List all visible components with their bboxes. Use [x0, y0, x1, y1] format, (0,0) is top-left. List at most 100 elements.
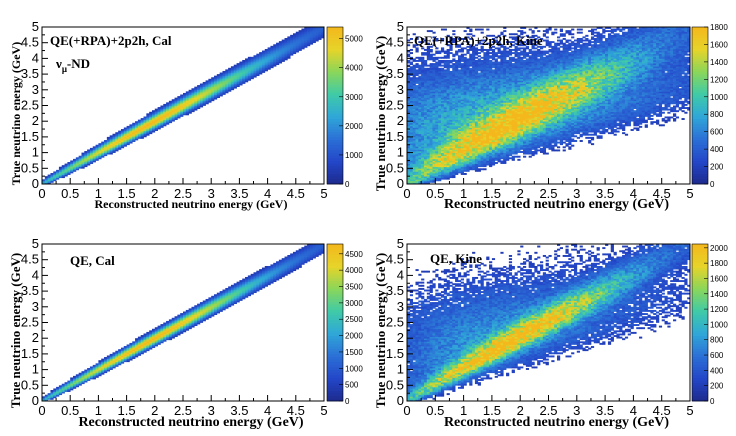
heatmap-cell [528, 64, 532, 67]
heatmap-cell [149, 113, 153, 116]
heatmap-cell [500, 147, 504, 150]
heatmap-cell [233, 77, 237, 80]
heatmap-cell [435, 92, 439, 95]
heatmap-cell [531, 143, 535, 146]
heatmap-cell [463, 157, 467, 160]
heatmap-cell [534, 72, 538, 75]
heatmap-cell [415, 96, 419, 98]
heatmap-cell [486, 42, 490, 45]
heatmap-cell [443, 105, 447, 108]
heatmap-cell [494, 92, 498, 95]
heatmap-cell [455, 86, 459, 89]
heatmap-cell [466, 136, 470, 139]
heatmap-cell [455, 59, 459, 62]
heatmap-cell [415, 124, 419, 127]
heatmap-cell [500, 56, 504, 59]
heatmap-cell [457, 86, 462, 89]
heatmap-cell [525, 53, 530, 56]
heatmap-cell [528, 83, 532, 86]
heatmap-cell [525, 147, 530, 150]
heatmap-cell [123, 136, 127, 139]
heatmap-cell [315, 31, 319, 34]
heatmap-cell [525, 125, 530, 128]
heatmap-cell [506, 55, 510, 58]
heatmap-cell [446, 129, 450, 131]
heatmap-cell [211, 97, 215, 100]
heatmap-cell [511, 127, 515, 130]
heatmap-cell [426, 47, 430, 50]
heatmap-cell [415, 78, 419, 81]
heatmap-cell [525, 105, 530, 108]
heatmap-cell [438, 179, 442, 182]
heatmap-cell [208, 92, 212, 95]
heatmap-cell [528, 116, 532, 119]
heatmap-cell [486, 125, 490, 128]
heatmap-cell [474, 47, 479, 50]
heatmap-cell [421, 41, 425, 44]
heatmap-cell [477, 141, 481, 144]
heatmap-cell [146, 130, 150, 133]
heatmap-cell [290, 41, 294, 44]
heatmap-cell [78, 155, 82, 158]
heatmap-cell [469, 118, 473, 120]
heatmap-cell [284, 50, 288, 53]
heatmap-cell [407, 107, 411, 109]
heatmap-cell [528, 67, 532, 70]
heatmap-cell [489, 118, 493, 120]
heatmap-cell [457, 162, 462, 164]
heatmap-cell [429, 130, 433, 133]
heatmap-cell [500, 103, 504, 106]
heatmap-cell [287, 52, 291, 55]
heatmap-cell [438, 158, 442, 161]
heatmap-cell [407, 140, 411, 142]
heatmap-cell [455, 75, 459, 78]
heatmap-cell [491, 37, 496, 40]
heatmap-cell [520, 88, 524, 91]
heatmap-cell [180, 97, 184, 100]
heatmap-cell [520, 119, 524, 122]
heatmap-cell [457, 143, 462, 146]
heatmap-cell [412, 67, 416, 70]
heatmap-cell [480, 158, 484, 161]
heatmap-cell [423, 72, 428, 75]
heatmap-cell [520, 132, 524, 135]
heatmap-cell [438, 75, 442, 78]
heatmap-cell [171, 99, 175, 102]
heatmap-cell [284, 37, 288, 40]
heatmap-cell [309, 34, 314, 37]
heatmap-cell [438, 143, 442, 146]
heatmap-cell [412, 157, 416, 160]
colorbar-step [327, 55, 343, 59]
heatmap-cell [438, 92, 442, 95]
heatmap-cell [477, 132, 481, 135]
heatmap-cell [480, 100, 484, 103]
heatmap-cell [531, 56, 535, 59]
heatmap-cell [253, 74, 257, 77]
heatmap-cell [154, 119, 158, 122]
heatmap-cell [443, 162, 447, 164]
heatmap-cell [409, 67, 414, 70]
heatmap-cell [460, 80, 464, 83]
heatmap-cell [463, 100, 467, 103]
y-tick-label: 4 [32, 50, 39, 65]
heatmap-cell [452, 116, 456, 119]
heatmap-cell [443, 116, 447, 119]
heatmap-cell [494, 125, 498, 128]
heatmap-cell [480, 124, 484, 127]
heatmap-cell [418, 124, 422, 127]
heatmap-cell [489, 149, 493, 152]
heatmap-cell [412, 135, 416, 138]
heatmap-cell [452, 107, 456, 109]
heatmap-cell [443, 168, 447, 171]
heatmap-cell [429, 160, 433, 163]
heatmap-cell [503, 48, 507, 51]
heatmap-cell [531, 122, 535, 125]
heatmap-cell [418, 67, 422, 70]
heatmap-cell [421, 58, 425, 61]
heatmap-cell [520, 81, 524, 84]
heatmap-cell [432, 113, 436, 116]
heatmap-cell [469, 80, 473, 83]
heatmap-cell [418, 102, 422, 105]
heatmap-cell [301, 47, 305, 50]
heatmap-cell [514, 48, 518, 51]
